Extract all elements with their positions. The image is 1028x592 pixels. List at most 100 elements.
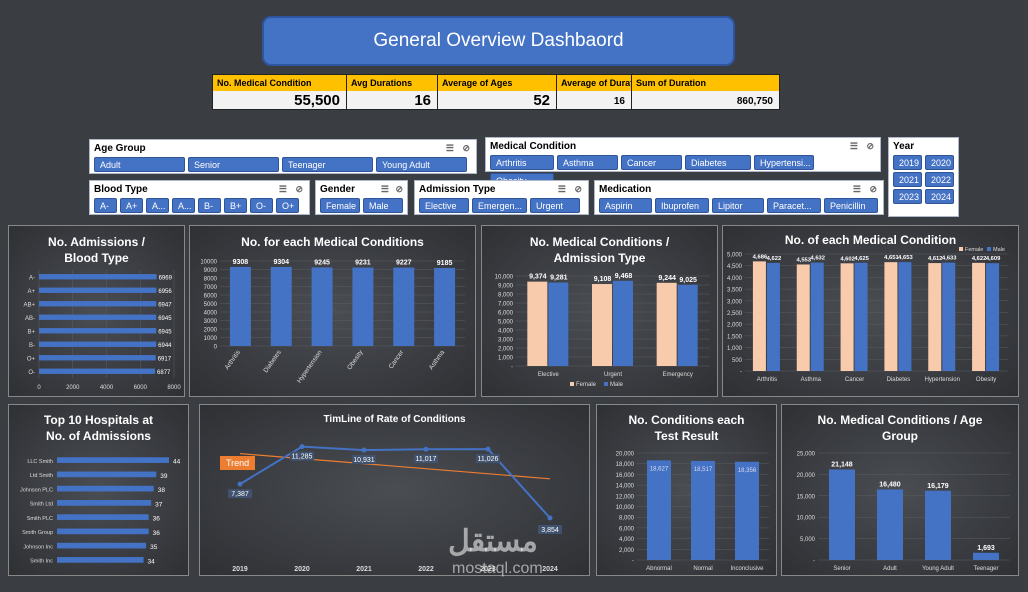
chart-age-group: - 5,000 10,000 15,000 20,000 25,000 21,148 16,4… xyxy=(797,452,1010,572)
x-tick-label: 2020 xyxy=(294,566,310,573)
y-tick-label: 16,000 xyxy=(616,473,635,479)
x-tick-label: Diabetes xyxy=(262,349,283,375)
slicer-chip[interactable]: A+ xyxy=(120,198,143,213)
slicer-chip[interactable]: Hypertensi... xyxy=(754,155,814,170)
y-tick-label: Smith Group xyxy=(22,530,53,536)
slicer-chip[interactable]: B- xyxy=(198,198,221,213)
slicer-chip[interactable]: Adult xyxy=(94,157,185,172)
data-label: 9,374 xyxy=(529,274,547,281)
data-label: 6945 xyxy=(158,316,172,322)
y-tick-label: 2000 xyxy=(204,328,218,334)
y-tick-label: 25,000 xyxy=(797,452,816,458)
data-label: 6956 xyxy=(158,289,172,295)
kpi-label: Sum of Duration xyxy=(632,75,779,91)
bar xyxy=(986,263,1000,371)
data-label: 9,025 xyxy=(679,277,697,284)
chart-title: No. of each Medical Condition xyxy=(784,233,957,247)
multi-select-icon[interactable]: ☰ xyxy=(852,184,861,194)
slicer-chip[interactable]: Ibuprofen xyxy=(655,198,709,213)
slicer-chip[interactable]: Female xyxy=(320,198,360,213)
bar xyxy=(898,262,912,371)
slicer-chip[interactable]: Teenager xyxy=(282,157,373,172)
bar xyxy=(796,264,810,371)
multi-select-icon[interactable]: ☰ xyxy=(380,184,389,194)
multi-select-icon[interactable]: ☰ xyxy=(445,143,454,153)
y-tick-label: Johnson PLC xyxy=(20,487,53,493)
slicer-chip[interactable]: Cancer xyxy=(621,155,682,170)
slicer-chip[interactable]: Male xyxy=(363,198,403,213)
x-tick-label: Diabetes xyxy=(887,377,911,383)
chart-admission-type: - 1,000 2,000 3,000 4,000 5,000 6,000 7,000 8,00… xyxy=(495,273,710,388)
slicer-chip[interactable]: 2023 xyxy=(893,189,922,204)
clear-filter-icon[interactable]: ⊘ xyxy=(574,184,582,194)
slicer-chip[interactable]: Urgent xyxy=(530,198,580,213)
y-tick-label: - xyxy=(632,559,634,565)
slicer-chip[interactable]: 2020 xyxy=(925,155,954,170)
slicer-title: Medication xyxy=(599,184,652,195)
clear-filter-icon[interactable]: ⊘ xyxy=(866,141,874,151)
bar xyxy=(39,287,157,293)
slicer-chip[interactable]: A- xyxy=(94,198,117,213)
data-label: 9304 xyxy=(273,259,289,266)
x-tick-label: Urgent xyxy=(604,372,622,378)
data-label: 44 xyxy=(173,459,181,466)
slicer-chip[interactable]: Elective xyxy=(419,198,469,213)
y-tick-label: 3,000 xyxy=(727,299,743,305)
x-tick-label: 2000 xyxy=(66,385,80,391)
slicer-chip[interactable]: Diabetes xyxy=(685,155,751,170)
chart-hospitals: LLC Smith 44 Ltd Smith 39 Johnson PLC 38 Smith… xyxy=(20,457,181,565)
multi-select-icon[interactable]: ☰ xyxy=(278,184,287,194)
y-tick-label: 10,000 xyxy=(495,275,514,281)
chart-conditions: 0 1000 2000 3000 4000 5000 6000 7000 8000 9000 100… xyxy=(200,259,465,385)
y-tick-label: Smith Inc xyxy=(30,559,53,565)
slicer-chip[interactable]: A... xyxy=(172,198,195,213)
clear-filter-icon[interactable]: ⊘ xyxy=(869,184,877,194)
slicer-chip[interactable]: Penicillin xyxy=(824,198,878,213)
slicer-chip[interactable]: Paracet... xyxy=(767,198,821,213)
y-tick-label: 4000 xyxy=(204,311,218,317)
clear-filter-icon[interactable]: ⊘ xyxy=(395,184,403,194)
slicer-chip[interactable]: Aspirin xyxy=(599,198,652,213)
x-tick-label: Obesity xyxy=(976,377,996,383)
multi-select-icon[interactable]: ☰ xyxy=(849,141,858,151)
kpi-cell: Avg Durations 16 xyxy=(347,75,438,109)
bar xyxy=(229,266,251,346)
data-label: 4,651 xyxy=(884,255,899,261)
slicer-chip[interactable]: B+ xyxy=(224,198,247,213)
slicer-chip[interactable]: Arthritis xyxy=(490,155,554,170)
slicer-chip[interactable]: 2024 xyxy=(925,189,954,204)
slicer-chip[interactable]: Young Adult xyxy=(376,157,467,172)
slicer-chip[interactable]: Senior xyxy=(188,157,279,172)
data-label: 9227 xyxy=(396,260,412,267)
slicer-chip[interactable]: Emergen... xyxy=(472,198,527,213)
x-tick-label: 2019 xyxy=(232,566,248,573)
kpi-value: 16 xyxy=(347,90,437,109)
y-tick-label: B- xyxy=(29,343,35,349)
slicer-chip[interactable]: Lipitor xyxy=(712,198,764,213)
slicer-chip[interactable]: 2019 xyxy=(893,155,922,170)
y-tick-label: 8,000 xyxy=(498,293,514,299)
chart-title: Top 10 Hospitals at No. of Admissions xyxy=(43,413,154,443)
x-tick-label: Cancer xyxy=(845,377,864,383)
y-tick-label: 1,500 xyxy=(727,334,743,340)
x-tick-label: Asthma xyxy=(801,377,822,383)
clear-filter-icon[interactable]: ⊘ xyxy=(462,143,470,153)
data-label: 4,622 xyxy=(767,256,782,262)
slicer-chip[interactable]: O- xyxy=(250,198,273,213)
data-point xyxy=(547,515,553,521)
slicer-chip[interactable]: 2022 xyxy=(925,172,954,187)
chart-title: No. Medical Conditions / Age Group xyxy=(817,413,983,443)
clear-filter-icon[interactable]: ⊘ xyxy=(295,184,303,194)
y-tick-label: 3,500 xyxy=(727,288,743,294)
kpi-cell: Sum of Duration 860,750 xyxy=(632,75,779,109)
slicer-chip[interactable]: O+ xyxy=(276,198,299,213)
data-label: 34 xyxy=(148,558,156,565)
bar xyxy=(39,314,157,320)
data-label: 9,468 xyxy=(615,273,633,280)
slicer-chip[interactable]: A... xyxy=(146,198,169,213)
multi-select-icon[interactable]: ☰ xyxy=(557,184,566,194)
slicer-chip[interactable]: Asthma xyxy=(557,155,618,170)
data-label: 9,281 xyxy=(550,274,568,281)
slicer-chip[interactable]: 2021 xyxy=(893,172,922,187)
chart-test-result: - 2,000 4,000 6,000 8,000 10,000 12,000 14,000 1… xyxy=(616,452,769,572)
